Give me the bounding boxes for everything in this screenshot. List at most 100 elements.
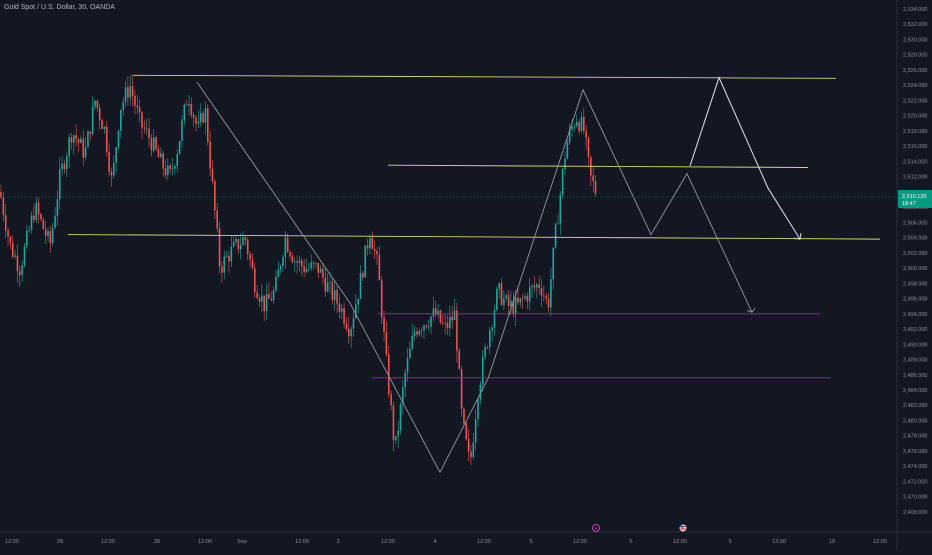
candle-up <box>223 250 226 280</box>
candle-down <box>169 163 171 174</box>
candle-body <box>148 128 150 139</box>
candle-body <box>343 308 345 324</box>
candle-body <box>526 295 529 302</box>
candle-body <box>291 256 294 263</box>
price-tick-label: 2,490.000 <box>903 342 927 348</box>
candle-up <box>197 110 200 129</box>
candle-body <box>115 147 117 163</box>
candle-body <box>169 165 171 170</box>
candle-up <box>232 236 235 248</box>
candle-body <box>322 268 324 278</box>
candle-body <box>256 292 258 299</box>
candle-body <box>195 117 197 124</box>
candle-body <box>98 107 101 121</box>
candle-down <box>585 125 587 150</box>
candle-body <box>199 113 202 122</box>
flag-icon-stripe <box>680 526 686 528</box>
candle-body <box>392 405 395 441</box>
candle-down <box>246 237 249 261</box>
candle-down <box>37 197 40 224</box>
candle-up <box>225 251 228 258</box>
candle-body <box>101 120 103 130</box>
candle-body <box>578 121 580 131</box>
price-tick-label: 2,508.000 <box>903 205 927 211</box>
candle-up <box>235 234 237 245</box>
candle-body <box>355 304 357 319</box>
candle-body <box>40 214 42 220</box>
candle-up <box>275 269 277 293</box>
candle-body <box>395 435 397 441</box>
candle-body <box>500 283 503 305</box>
candle-up <box>305 258 308 274</box>
candle-down <box>545 293 547 305</box>
candle-body <box>167 165 169 176</box>
time-tick-label: 12:00 <box>772 539 786 545</box>
price-tick-label: 2,474.000 <box>903 464 927 470</box>
candle-up <box>519 297 522 307</box>
candle-down <box>322 263 324 285</box>
candle-body <box>162 153 164 169</box>
time-tick-label: 12:00 <box>573 539 587 545</box>
candle-down <box>392 401 395 452</box>
candle-up <box>397 420 399 448</box>
time-tick-label: 3 <box>336 539 339 545</box>
candle-body <box>108 152 110 172</box>
price-tick-label: 2,484.000 <box>903 388 927 394</box>
candle-up <box>484 342 486 361</box>
candle-body <box>451 316 453 321</box>
candle-body <box>286 237 289 252</box>
price-tick-label: 2,516.000 <box>903 144 927 150</box>
candle-body <box>350 328 352 337</box>
candle-body <box>568 129 571 143</box>
candle-body <box>223 256 226 273</box>
candle-body <box>16 255 19 272</box>
time-tick-label: 6 <box>629 539 632 545</box>
price-tick-label: 2,498.000 <box>903 281 927 287</box>
candle-body <box>521 298 524 299</box>
candle-body <box>528 287 531 302</box>
candle-down <box>463 407 465 426</box>
candle-up <box>352 309 355 337</box>
time-tick-label: 12:00 <box>381 539 395 545</box>
candle-down <box>49 225 52 254</box>
candle-down <box>89 131 92 141</box>
candle-body <box>493 309 496 328</box>
candle-down <box>470 445 472 466</box>
candle-body <box>536 284 538 288</box>
candle-body <box>70 137 73 143</box>
candle-body <box>411 335 414 349</box>
price-tick-label: 2,502.000 <box>903 251 927 257</box>
candle-body <box>434 308 437 315</box>
candle-up <box>369 234 371 254</box>
candle-up <box>474 409 477 451</box>
candle-body <box>390 393 392 406</box>
candle-down <box>387 346 390 398</box>
candle-body <box>437 310 439 315</box>
candle-down <box>209 130 211 177</box>
candle-body <box>409 348 411 359</box>
candle-body <box>449 316 451 329</box>
candle-body <box>442 322 444 324</box>
candle-body <box>9 236 12 244</box>
candle-body <box>296 261 298 263</box>
candle-up <box>30 211 33 235</box>
candle-up <box>183 103 186 126</box>
candle-body <box>413 331 416 336</box>
price-tick-label: 2,520.000 <box>903 114 927 120</box>
candle-body <box>221 266 223 273</box>
time-tick-label: 12:00 <box>873 539 887 545</box>
time-tick-label: 12:00 <box>101 539 115 545</box>
candle-down <box>4 204 7 238</box>
candle-body <box>491 327 493 331</box>
candle-body <box>188 104 190 106</box>
candle-down <box>507 290 510 316</box>
candle-down <box>324 267 327 297</box>
candle-up <box>35 196 38 223</box>
candle-up <box>80 135 82 144</box>
candle-body <box>531 285 533 288</box>
candle-down <box>16 244 19 283</box>
candle-up <box>152 129 155 153</box>
candle-up <box>413 326 416 341</box>
